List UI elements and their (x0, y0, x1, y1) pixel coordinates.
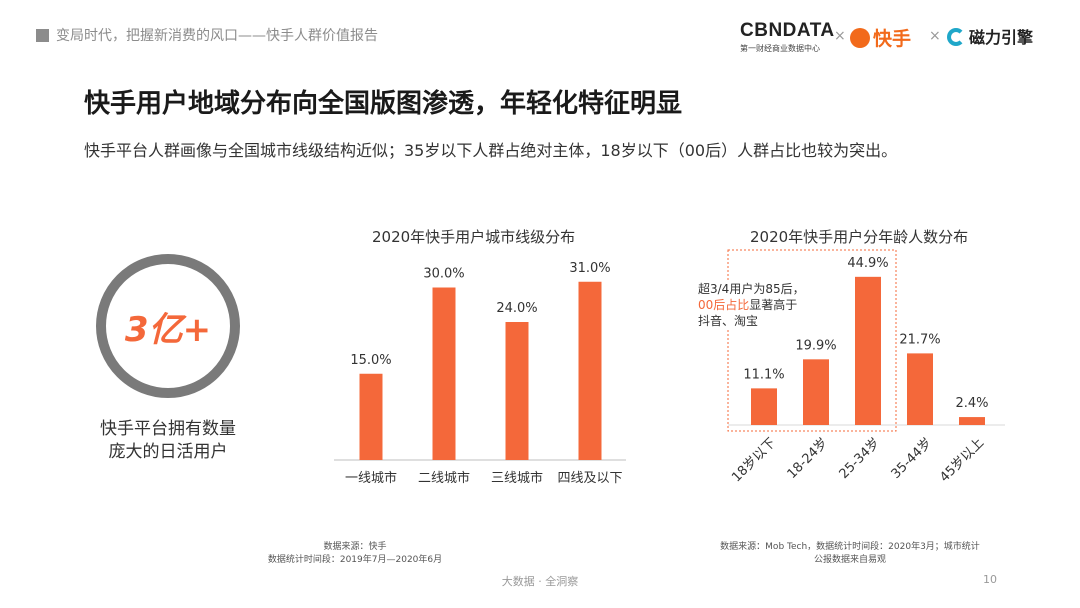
age-bar-1 (751, 388, 777, 425)
city-bar-1 (359, 373, 383, 460)
age-highlight-box (727, 249, 897, 432)
city-chart-source: 数据来源：快手 数据统计时间段：2019年7月—2020年6月 (230, 541, 480, 567)
city-chart-title: 2020年快手用户城市线级分布 (372, 228, 576, 246)
age-bar-label-3: 44.9% (847, 256, 888, 271)
page-title: 快手用户地域分布向全国版图渗透，年轻化特征明显 (84, 89, 683, 119)
age-bar-2 (803, 359, 829, 425)
cbndata-logo: CBNDATA (740, 20, 835, 41)
age-chart-source-line: 数据来源：Mob Tech，数据统计时间段：2020年3月；城市统计 (720, 542, 980, 552)
kuaishou-logo-text: 快手 (873, 28, 912, 50)
annotation-highlight: 00后占比 (698, 298, 750, 312)
dau-stat-value: 3亿+ (124, 309, 212, 350)
city-bar-label-3: 24.0% (496, 301, 537, 316)
age-category-label-5: 45岁以上 (937, 435, 987, 485)
page-subtitle: 快手平台人群画像与全国城市线级结构近似；35岁以下人群占绝对主体，18岁以下（0… (84, 141, 898, 160)
annotation-line3: 抖音、淘宝 (698, 314, 759, 328)
city-chart-period-line: 数据统计时间段：2019年7月—2020年6月 (267, 555, 443, 565)
city-bar-label-1: 15.0% (350, 353, 391, 368)
age-bar-label-4: 21.7% (899, 332, 940, 347)
cbndata-logo-subtitle: 第一财经商业数据中心 (740, 44, 820, 53)
stat-caption-line1: 快手平台拥有数量 (100, 419, 236, 439)
age-chart-annotation: 超3/4用户为85后， 00后占比显著高于 抖音、淘宝 (696, 280, 807, 330)
header-square-icon (36, 29, 49, 42)
age-bar-3 (855, 276, 881, 425)
annotation-line1: 超3/4用户为85后， (698, 282, 805, 296)
logo-separator: × (834, 28, 846, 44)
city-bar-label-2: 30.0% (423, 267, 464, 282)
age-category-label-1: 18岁以下 (729, 435, 779, 485)
logo-separator: × (929, 28, 941, 44)
annotation-line2: 00后占比显著高于 (698, 297, 805, 313)
footer-tagline: 大数据 · 全洞察 (501, 575, 579, 588)
age-bar-label-5: 2.4% (955, 396, 988, 411)
stat-caption: 快手平台拥有数量 庞大的日活用户 (70, 418, 266, 464)
city-bar-label-4: 31.0% (569, 261, 610, 276)
age-chart-source-line2: 公报数据来自易观 (813, 555, 886, 565)
city-chart-source-line: 数据来源：快手 (323, 542, 387, 552)
age-chart-title: 2020年快手用户分年龄人数分布 (750, 228, 969, 246)
age-bar-label-2: 19.9% (795, 338, 836, 353)
city-bar-2 (432, 287, 456, 460)
city-category-label-2: 二线城市 (418, 470, 470, 486)
page-number: 10 (983, 573, 997, 586)
cili-icon (947, 28, 965, 46)
age-distribution-chart: 11.1% 18岁以下 19.9% 18-24岁 44.9% 25-34岁 21.7% 35-… (727, 249, 1005, 485)
age-chart-source: 数据来源：Mob Tech，数据统计时间段：2020年3月；城市统计 公报数据来… (690, 541, 1010, 567)
kuaishou-icon (850, 28, 870, 48)
city-category-label-3: 三线城市 (491, 470, 543, 486)
age-bar-5 (959, 417, 985, 425)
kuaishou-logo: 快手 (850, 24, 911, 51)
city-tier-chart: 15.0% 一线城市 30.0% 二线城市 24.0% 三线城市 31.0% 四线及以下 (334, 261, 626, 486)
report-title: 变局时代，把握新消费的风口——快手人群价值报告 (56, 28, 378, 44)
city-category-label-4: 四线及以下 (557, 471, 622, 486)
annotation-line2-rest: 显著高于 (749, 298, 798, 312)
city-bar-3 (505, 322, 529, 460)
age-bar-4 (907, 353, 933, 425)
cili-logo-text: 磁力引擎 (969, 28, 1034, 47)
age-category-label-4: 35-44岁 (889, 435, 936, 482)
stat-caption-line2: 庞大的日活用户 (108, 442, 228, 462)
age-category-label-2: 18-24岁 (785, 435, 832, 482)
age-category-label-3: 25-34岁 (837, 435, 884, 482)
stat-ring (96, 254, 240, 398)
cili-logo: 磁力引擎 (947, 24, 1033, 48)
age-bar-label-1: 11.1% (743, 367, 784, 382)
city-category-label-1: 一线城市 (345, 470, 397, 486)
city-bar-4 (578, 281, 602, 460)
